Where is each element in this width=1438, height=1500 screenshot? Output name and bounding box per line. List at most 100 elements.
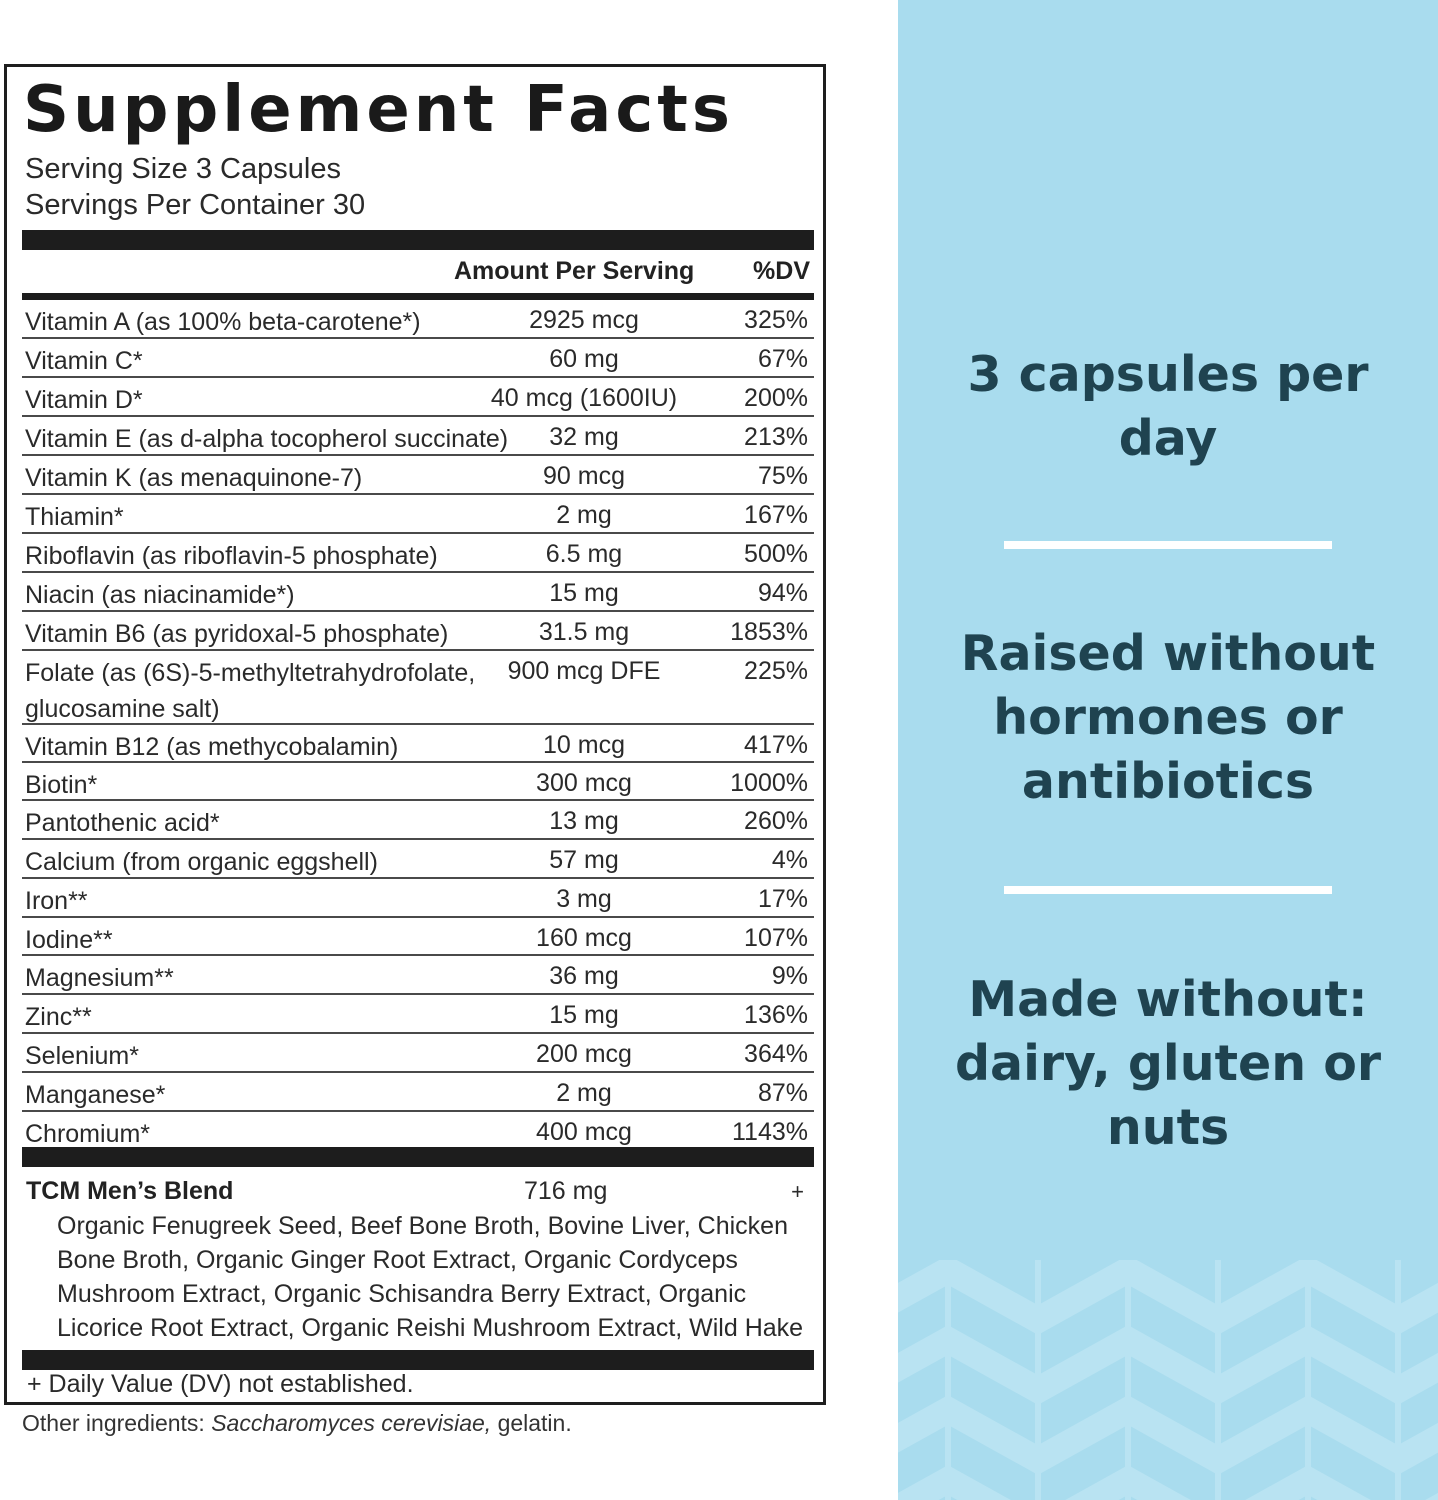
nutrient-amount: 15 mg [549, 579, 619, 607]
nutrient-dv: 417% [744, 731, 808, 759]
column-header-dv: %DV [753, 257, 810, 285]
nutrient-dv: 213% [744, 423, 808, 451]
claim-raised-without-hormones: Raised without hormones or antibiotics [960, 625, 1376, 810]
table-row: Pantothenic acid* 13 mg 260% [22, 801, 814, 840]
nutrient-amount: 900 mcg DFE [507, 657, 661, 685]
nutrient-dv: 325% [744, 306, 808, 334]
nutrient-amount: 300 mcg [536, 769, 632, 797]
table-row: Magnesium** 36 mg 9% [22, 956, 814, 995]
other-ingredients-rest: gelatin. [497, 1410, 572, 1436]
other-ingredients: Other ingredients: Saccharomyces cerevis… [22, 1410, 572, 1437]
table-row: Vitamin D* 40 mcg (1600IU) 200% [22, 378, 814, 417]
table-row: Vitamin B6 (as pyridoxal-5 phosphate) 31.… [22, 612, 814, 651]
nutrient-name: Iron** [25, 887, 88, 915]
nutrient-amount: 400 mcg [536, 1118, 632, 1146]
nutrient-dv: 107% [744, 924, 808, 952]
nutrient-name: Pantothenic acid* [25, 809, 220, 837]
table-row: Calcium (from organic eggshell) 57 mg 4% [22, 840, 814, 879]
nutrient-name: Vitamin E (as d-alpha tocopherol succina… [25, 425, 509, 453]
thick-divider-top [22, 230, 814, 250]
table-row: Folate (as (6S)-5-methyltetrahydrofolate… [22, 651, 814, 725]
table-row: Vitamin K (as menaquinone-7) 90 mcg 75% [22, 456, 814, 495]
nutrient-name: Vitamin A (as 100% beta-carotene*) [25, 308, 421, 336]
nutrient-name: Vitamin B6 (as pyridoxal-5 phosphate) [25, 620, 449, 648]
table-row: Thiamin* 2 mg 167% [22, 495, 814, 534]
nutrient-name: Folate (as (6S)-5-methyltetrahydrofolate… [25, 659, 476, 723]
nutrient-name: Riboflavin (as riboflavin-5 phosphate) [25, 542, 438, 570]
column-header: Amount Per Serving %DV [22, 251, 814, 300]
nutrient-amount: 2925 mcg [529, 306, 639, 334]
nutrient-amount: 90 mcg [543, 462, 625, 490]
nutrient-name: Selenium* [25, 1042, 139, 1070]
other-ingredients-label: Other ingredients: [22, 1410, 205, 1436]
claim-divider [1004, 541, 1332, 549]
table-row: Zinc** 15 mg 136% [22, 995, 814, 1034]
nutrient-name: Manganese* [25, 1081, 166, 1109]
claim-made-without-allergens: Made without: dairy, gluten or nuts [954, 971, 1382, 1156]
table-row: Riboflavin (as riboflavin-5 phosphate) 6.… [22, 534, 814, 573]
nutrient-name: Vitamin D* [25, 386, 143, 414]
nutrient-dv: 1143% [732, 1118, 808, 1146]
nutrient-dv: 94% [757, 579, 808, 607]
nutrient-dv: 136% [744, 1001, 808, 1029]
nutrient-name: Calcium (from organic eggshell) [25, 848, 378, 876]
nutrient-name: Thiamin* [25, 503, 124, 531]
nutrient-dv: 67% [757, 345, 808, 373]
table-row: Biotin* 300 mcg 1000% [22, 763, 814, 801]
claim-capsules-per-day: 3 capsules per day [967, 346, 1369, 467]
table-row: Chromium* 400 mcg 1143% [22, 1112, 814, 1152]
nutrient-amount: 160 mcg [536, 924, 632, 952]
nutrient-amount: 13 mg [549, 807, 619, 835]
servings-per-container: Servings Per Container 30 [25, 189, 366, 221]
claim-divider [1004, 886, 1332, 894]
nutrient-amount: 31.5 mg [538, 618, 630, 646]
nutrient-name: Vitamin B12 (as methycobalamin) [25, 733, 399, 761]
nutrient-amount: 15 mg [549, 1001, 619, 1029]
nutrient-amount: 40 mcg (1600IU) [490, 384, 678, 412]
nutrient-name: Niacin (as niacinamide*) [25, 581, 295, 609]
supplement-facts-panel: Supplement Facts Serving Size 3 Capsules… [4, 64, 826, 1405]
supplement-facts-title: Supplement Facts [23, 73, 734, 147]
table-row: Iodine** 160 mcg 107% [22, 918, 814, 956]
blend-ingredients: Organic Fenugreek Seed, Beef Bone Broth,… [57, 1212, 804, 1376]
table-row: Vitamin B12 (as methycobalamin) 10 mcg 417… [22, 725, 814, 763]
nutrient-dv: 225% [744, 657, 808, 685]
thick-divider-middle [22, 1147, 814, 1167]
blend-dv: + [791, 1179, 804, 1204]
chevron-pattern-icon [898, 1260, 1438, 1500]
nutrient-dv: 75% [757, 462, 808, 490]
nutrient-amount: 2 mg [556, 501, 612, 529]
nutrient-dv: 1000% [730, 769, 808, 797]
nutrient-dv: 4% [771, 846, 808, 874]
table-row: Selenium* 200 mcg 364% [22, 1034, 814, 1073]
table-row: Niacin (as niacinamide*) 15 mg 94% [22, 573, 814, 612]
nutrient-dv: 9% [771, 962, 808, 990]
nutrient-amount: 60 mg [549, 345, 619, 373]
column-header-amount: Amount Per Serving [454, 257, 695, 285]
nutrient-name: Zinc** [25, 1003, 92, 1031]
table-row: Manganese* 2 mg 87% [22, 1073, 814, 1112]
nutrient-name: Magnesium** [25, 964, 174, 992]
nutrient-dv: 364% [744, 1040, 808, 1068]
nutrient-dv: 87% [757, 1079, 808, 1107]
nutrient-amount: 200 mcg [536, 1040, 632, 1068]
serving-size: Serving Size 3 Capsules [25, 153, 341, 185]
blend-amount: 716 mg [524, 1177, 608, 1205]
nutrient-amount: 32 mg [549, 423, 619, 451]
nutrient-amount: 57 mg [549, 846, 619, 874]
nutrient-dv: 500% [744, 540, 808, 568]
nutrient-dv: 167% [744, 501, 808, 529]
table-row: Vitamin E (as d-alpha tocopherol succina… [22, 417, 814, 456]
thick-divider-bottom [22, 1350, 814, 1370]
other-ingredients-italic: Saccharomyces cerevisiae, [211, 1410, 492, 1436]
claims-panel: 3 capsules per day Raised without hormon… [898, 0, 1438, 1500]
nutrient-table: Vitamin A (as 100% beta-carotene*) 2925 m… [22, 300, 814, 1152]
nutrient-amount: 3 mg [556, 885, 612, 913]
nutrient-name: Iodine** [25, 926, 113, 954]
nutrient-amount: 10 mcg [543, 731, 625, 759]
blend-name: TCM Men’s Blend [26, 1177, 234, 1205]
nutrient-dv: 1853% [730, 618, 808, 646]
nutrient-name: Biotin* [25, 771, 98, 799]
nutrient-amount: 2 mg [556, 1079, 612, 1107]
table-row: Vitamin C* 60 mg 67% [22, 339, 814, 378]
